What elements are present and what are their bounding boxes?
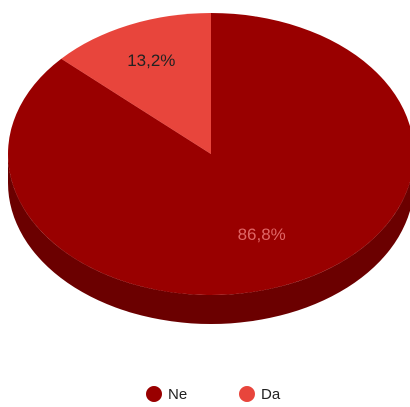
slice-side-ne [8,154,410,324]
pie-tops [8,13,410,295]
legend-item-da[interactable]: Da [239,386,281,403]
slice-da[interactable] [61,13,211,154]
legend-item-ne[interactable]: Ne [146,386,187,403]
legend-label-ne: Ne [168,386,187,403]
pie-labels: 86,8% 13,2% [127,51,286,244]
legend-marker-ne [146,386,162,402]
legend: Ne Da [146,386,281,403]
legend-label-da: Da [261,386,281,403]
slice-label-ne: 86,8% [238,225,286,244]
slice-label-da: 13,2% [127,51,175,70]
legend-marker-da [239,386,255,402]
slice-ne[interactable] [8,13,410,295]
pie-sides [8,154,410,324]
